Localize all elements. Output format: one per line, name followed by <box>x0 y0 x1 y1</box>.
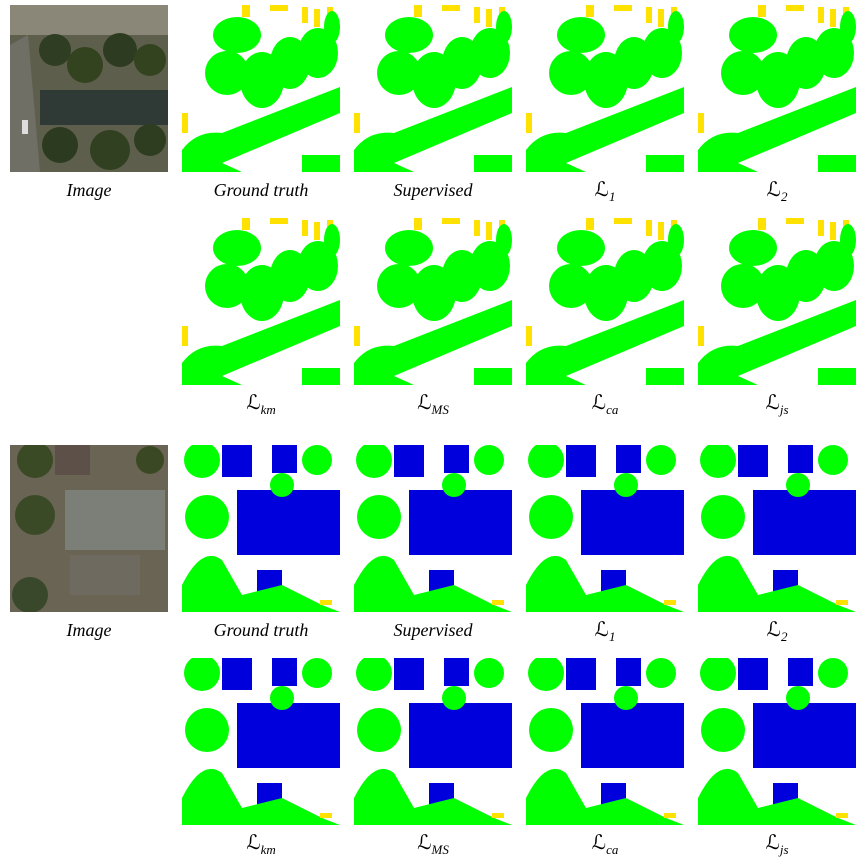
caption-subscript: 2 <box>781 189 788 204</box>
segmentation-map <box>182 658 340 825</box>
caption: ℒ2 <box>767 619 788 644</box>
caption: Ground truth <box>214 620 309 640</box>
caption-subscript: km <box>261 402 276 417</box>
caption-subscript: ca <box>606 842 619 857</box>
segmentation-map <box>698 218 856 385</box>
caption: ℒkm <box>246 392 276 417</box>
caption-symbol: ℒ <box>417 392 431 414</box>
caption: ℒ2 <box>767 179 788 204</box>
caption-subscript: js <box>778 842 789 857</box>
caption-subscript: 1 <box>609 629 616 644</box>
caption: ℒjs <box>765 392 788 417</box>
caption-subscript: 1 <box>609 189 616 204</box>
caption: ℒMS <box>417 832 449 857</box>
segmentation-map <box>182 218 340 385</box>
caption-symbol: ℒ <box>767 179 781 201</box>
caption: ℒca <box>592 392 619 417</box>
segmentation-map <box>354 658 512 825</box>
caption: ℒ1 <box>595 179 616 204</box>
caption-symbol: ℒ <box>246 392 260 414</box>
segmentation-map <box>698 658 856 825</box>
caption-symbol: ℒ <box>592 392 606 414</box>
caption-subscript: ca <box>606 402 619 417</box>
aerial-image <box>10 5 168 172</box>
caption: Supervised <box>394 180 474 200</box>
caption: ℒMS <box>417 392 449 417</box>
caption-symbol: ℒ <box>765 392 779 414</box>
caption-subscript: js <box>778 402 789 417</box>
caption-symbol: ℒ <box>595 179 609 201</box>
caption: Image <box>66 180 112 200</box>
caption-symbol: ℒ <box>765 832 779 854</box>
caption: Ground truth <box>214 180 309 200</box>
caption: ℒkm <box>246 832 276 857</box>
caption-symbol: ℒ <box>595 619 609 641</box>
caption-symbol: ℒ <box>246 832 260 854</box>
caption: Image <box>66 620 112 640</box>
caption: ℒca <box>592 832 619 857</box>
segmentation-map <box>526 445 684 612</box>
caption-subscript: MS <box>431 402 450 417</box>
segmentation-map <box>182 5 340 172</box>
caption: ℒ1 <box>595 619 616 644</box>
caption-symbol: ℒ <box>592 832 606 854</box>
segmentation-map <box>526 658 684 825</box>
caption: Supervised <box>394 620 474 640</box>
segmentation-map <box>698 445 856 612</box>
caption-subscript: 2 <box>781 629 788 644</box>
segmentation-map <box>354 445 512 612</box>
segmentation-map <box>526 218 684 385</box>
caption: ℒjs <box>765 832 788 857</box>
caption-symbol: ℒ <box>767 619 781 641</box>
caption-symbol: ℒ <box>417 832 431 854</box>
segmentation-map <box>526 5 684 172</box>
aerial-image <box>10 445 168 612</box>
caption-subscript: km <box>261 842 276 857</box>
segmentation-map <box>182 445 340 612</box>
segmentation-map <box>698 5 856 172</box>
segmentation-map <box>354 5 512 172</box>
segmentation-map <box>354 218 512 385</box>
caption-subscript: MS <box>431 842 450 857</box>
